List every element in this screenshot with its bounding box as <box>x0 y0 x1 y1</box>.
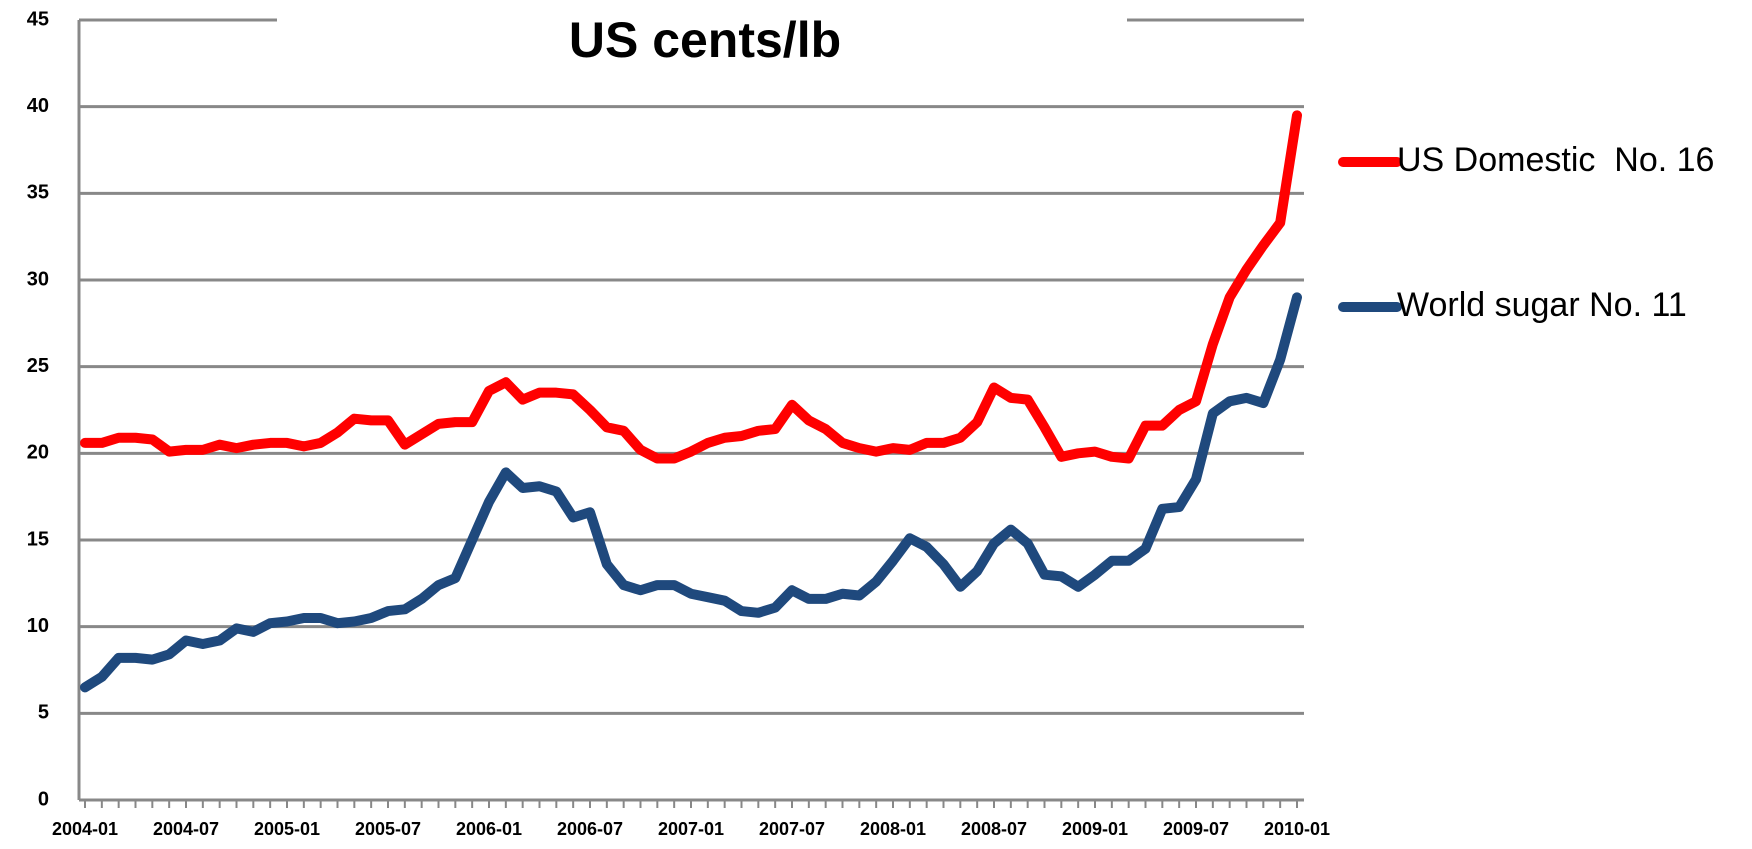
y-tick-label: 25 <box>27 355 49 377</box>
x-tick-label: 2004-07 <box>153 819 219 839</box>
x-tick-label: 2009-07 <box>1163 819 1229 839</box>
series-line <box>80 110 1302 464</box>
y-tick-label: 20 <box>27 442 49 464</box>
chart-title: US cents/lb <box>569 12 841 68</box>
y-tick-label: 15 <box>27 528 49 550</box>
x-tick-label: 2005-01 <box>254 819 320 839</box>
x-tick-label: 2009-01 <box>1062 819 1128 839</box>
x-tick-label: 2007-07 <box>759 819 825 839</box>
y-tick-label: 35 <box>27 182 49 204</box>
x-tick-label: 2006-01 <box>456 819 522 839</box>
y-tick-label: 0 <box>38 788 49 810</box>
y-tick-label: 10 <box>27 615 49 637</box>
x-tick-label: 2008-01 <box>860 819 926 839</box>
x-tick-label: 2006-07 <box>557 819 623 839</box>
legend-label: World sugar No. 11 <box>1397 286 1687 324</box>
x-tick-label: 2004-01 <box>52 819 118 839</box>
x-tick-label: 2005-07 <box>355 819 421 839</box>
series-line <box>80 292 1302 693</box>
y-tick-label: 5 <box>38 702 49 724</box>
x-tick-label: 2008-07 <box>961 819 1027 839</box>
y-tick-label: 30 <box>27 268 49 290</box>
y-tick-label: 45 <box>27 8 49 30</box>
x-tick-label: 2007-01 <box>658 819 724 839</box>
y-tick-label: 40 <box>27 95 49 117</box>
x-tick-label: 2010-01 <box>1264 819 1330 839</box>
legend-label: US Domestic No. 16 <box>1397 141 1714 179</box>
